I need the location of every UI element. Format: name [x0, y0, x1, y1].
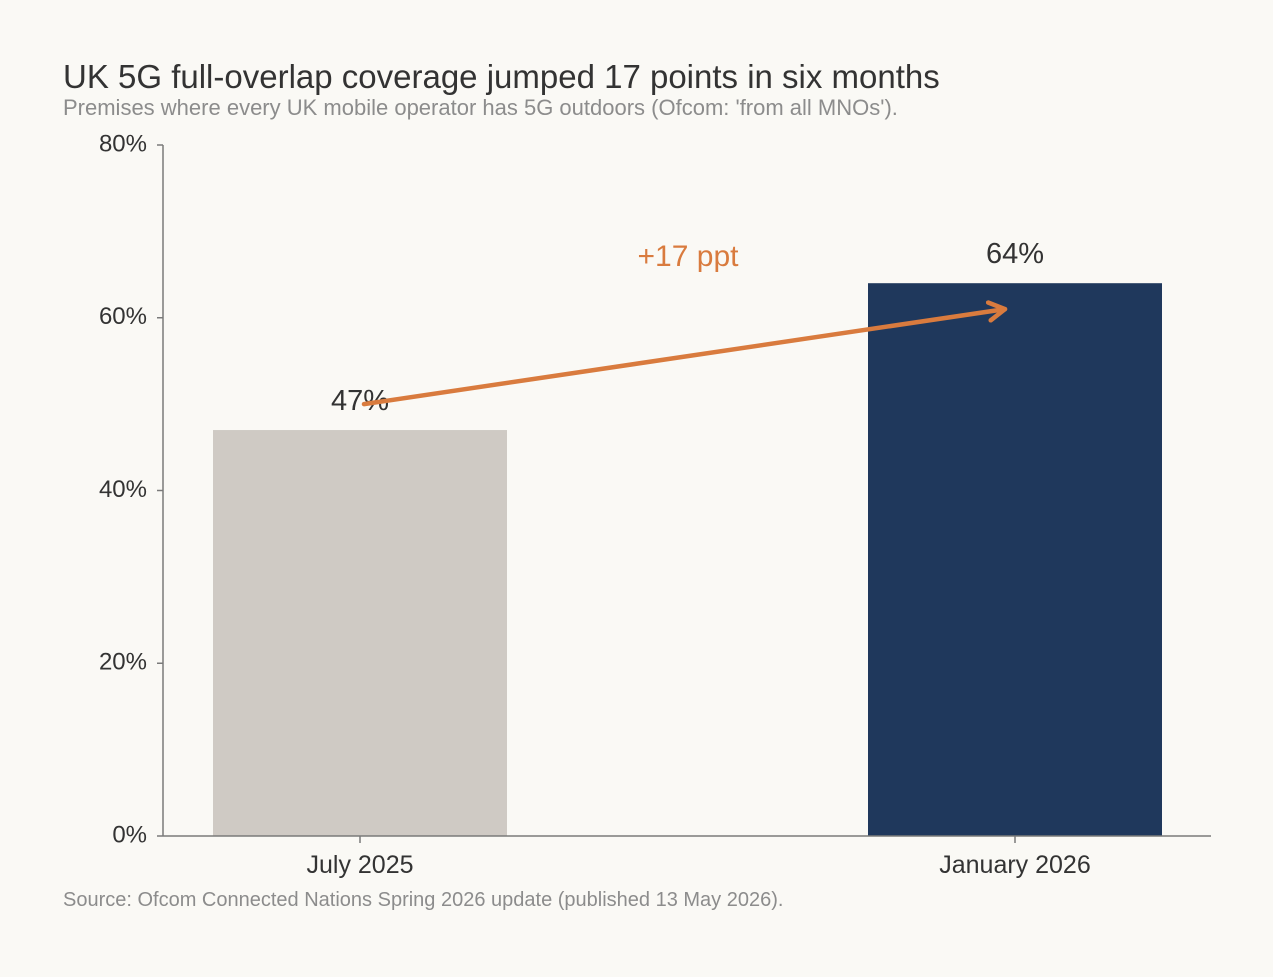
- y-tick-label: 0%: [112, 821, 147, 848]
- change-arrow: [361, 300, 1008, 407]
- y-tick-label: 60%: [99, 303, 147, 330]
- chart-title: UK 5G full-overlap coverage jumped 17 po…: [63, 58, 940, 95]
- y-tick-label: 20%: [99, 649, 147, 676]
- x-tick-label: July 2025: [306, 851, 413, 879]
- x-tick-label: January 2026: [939, 851, 1091, 879]
- y-tick-label: 80%: [99, 130, 147, 157]
- chart-source: Source: Ofcom Connected Nations Spring 2…: [63, 889, 784, 911]
- bar-1: [213, 430, 507, 836]
- chart-subtitle: Premises where every UK mobile operator …: [63, 95, 898, 120]
- change-annotation: +17 ppt: [638, 240, 740, 273]
- bar-2: [868, 283, 1162, 836]
- data-label: 64%: [986, 238, 1044, 270]
- y-tick-label: 40%: [99, 476, 147, 503]
